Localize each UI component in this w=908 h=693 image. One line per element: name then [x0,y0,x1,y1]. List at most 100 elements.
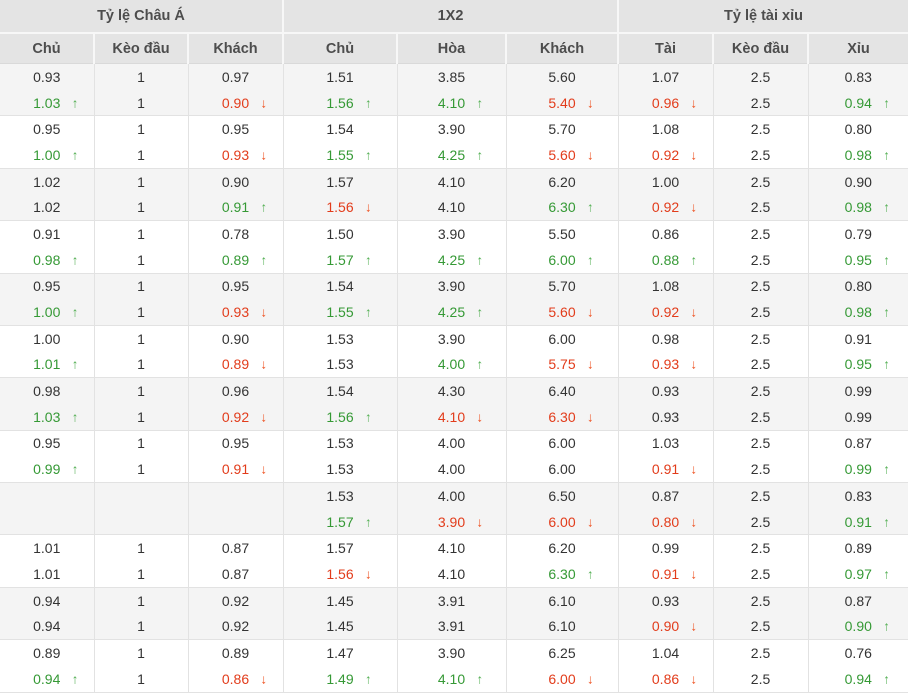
odds-value: 1.57 [326,173,354,190]
odds-cell: 2.5 [712,456,809,483]
odds-value: 1.01 [33,540,61,557]
odds-cell: 0.92 [187,586,283,614]
odds-cell: 1.56 ↓ [282,561,397,588]
odds-cell: 1 [93,220,188,247]
odds-value: 0.95 [221,435,250,452]
odds-cell: 1 [93,351,188,378]
odds-value: 2.5 [750,146,771,163]
odds-cell: 0.87 [617,481,714,509]
odds-cell: 2.5 [712,561,809,588]
trend-down-icon: ↓ [587,409,594,425]
odds-cell [93,481,188,509]
odds-cell: 1 [93,534,188,562]
trend-up-icon: ↑ [883,618,890,634]
trend-up-icon: ↑ [260,252,268,268]
odds-value: 2.5 [750,435,771,452]
odds-row: 0.94 ↑ 1 0.86 ↓ 1.49 ↑ 4.10 ↑ 6.00 ↓ 0.86 ↓ 2.5 0.94 ↑ [0,665,908,693]
odds-cell: 0.99 ↑ [0,456,94,483]
odds-cell: 3.91 [396,586,506,614]
odds-row: 1.02 1 0.91 ↑ 1.56 ↓ 4.10 6.30 ↑ 0.92 ↓ 2.5 0.98 ↑ [0,194,908,221]
odds-cell: 1.54 [282,115,397,143]
odds-cell: 6.00 [505,456,619,483]
odds-cell: 4.25 ↑ [396,299,506,326]
odds-cell: 0.95 [0,429,94,457]
odds-value: 0.95 [33,121,61,138]
odds-cell: 0.86 ↓ [187,665,283,693]
odds-cell: 0.83 [807,481,908,509]
odds-cell: 1 [93,665,188,693]
odds-value: 6.00 [548,461,576,478]
trend-up-icon: ↑ [476,252,484,268]
odds-value: 0.99 [33,461,61,478]
odds-cell: 3.90 ↓ [396,508,506,535]
odds-cell: 1.50 [282,220,397,247]
odds-value: 1.53 [326,461,354,478]
odds-cell: 0.80 ↓ [617,508,714,535]
odds-cell: 4.10 [396,167,506,195]
group-header-over-under: Tỷ lệ tài xỉu [617,0,908,33]
odds-cell: 4.30 [396,377,506,404]
odds-cell: 0.98 ↑ [807,299,908,326]
odds-cell: 2.5 [712,324,809,352]
odds-value: 1 [137,278,145,295]
odds-cell: 0.76 [807,639,908,666]
odds-value: 6.00 [548,251,576,268]
odds-cell: 0.90 ↑ [807,613,908,640]
trend-up-icon: ↑ [883,147,890,163]
odds-value: 4.10 [437,173,466,190]
odds-cell: 1.01 ↑ [0,351,94,378]
odds-cell: 1.54 [282,272,397,300]
odds-value: 1.50 [326,225,354,242]
odds-cell [0,508,94,535]
odds-value: 1 [137,225,145,242]
odds-cell: 0.98 [0,377,94,404]
odds-value: 2.5 [750,644,771,661]
odds-cell: 2.5 [712,534,809,562]
odds-value: 0.93 [651,592,680,609]
odds-value: 2.5 [750,199,771,216]
odds-cell: 0.94 ↑ [0,665,94,693]
odds-value: 2.5 [750,592,771,609]
odds-cell: 1 [93,299,188,326]
odds-value: 4.00 [437,487,466,504]
odds-value: 0.86 [651,225,680,242]
odds-value: 4.25 [437,251,466,268]
odds-cell: 0.93 ↓ [187,299,283,326]
odds-value: 6.20 [548,540,576,557]
odds-cell: 1 [93,324,188,352]
odds-value: 0.91 [651,565,680,582]
odds-value: 0.91 [651,461,680,478]
odds-cell: 1.55 ↑ [282,142,397,169]
odds-value: 0.90 [221,173,250,190]
odds-cell: 2.5 [712,508,809,535]
odds-cell: 4.25 ↑ [396,142,506,169]
odds-cell: 0.98 ↑ [0,246,94,273]
odds-value: 4.10 [437,540,466,557]
odds-cell: 0.91 [807,324,908,352]
odds-value: 0.86 [651,670,680,687]
odds-cell: 1 [93,89,188,116]
trend-up-icon: ↑ [690,252,698,268]
trend-down-icon: ↓ [690,95,698,111]
odds-cell: 0.91 ↑ [807,508,908,535]
odds-cell: 0.87 [807,586,908,614]
trend-up-icon: ↑ [71,147,79,163]
odds-row: 0.93 1 0.97 1.51 3.85 5.60 1.07 2.5 0.83 [0,63,908,90]
odds-cell: 1.53 [282,456,397,483]
odds-value: 3.91 [437,618,466,635]
odds-cell: 1 [93,561,188,588]
odds-value: 0.98 [33,251,61,268]
odds-cell: 0.87 [187,534,283,562]
odds-value: 1 [137,618,145,635]
odds-row: 0.94 1 0.92 1.45 3.91 6.10 0.90 ↓ 2.5 0.90 ↑ [0,613,908,640]
odds-cell: 2.5 [712,639,809,666]
odds-cell: 2.5 [712,403,809,431]
odds-cell: 0.90 ↓ [617,613,714,640]
odds-cell: 0.95 ↑ [807,246,908,273]
odds-cell: 5.70 [505,115,619,143]
odds-value: 0.80 [651,513,680,530]
odds-value: 1 [137,121,145,138]
odds-value: 0.99 [651,540,680,557]
group-header-asian-odds: Tỷ lệ Châu Á [0,0,283,33]
odds-value: 6.10 [548,618,576,635]
